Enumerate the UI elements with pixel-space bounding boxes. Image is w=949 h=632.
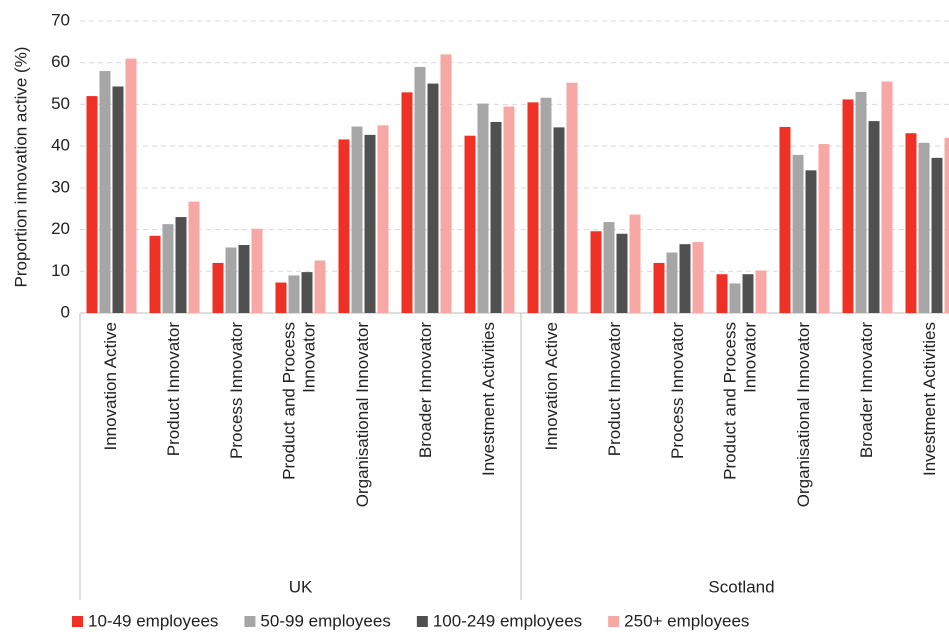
y-axis-title: Proportion innovation active (%): [11, 47, 30, 288]
bar: [477, 103, 489, 313]
bar: [175, 217, 187, 313]
legend-label: 10-49 employees: [88, 611, 218, 630]
legend-swatch: [416, 616, 428, 627]
x-tick-label: Investment Activities: [479, 322, 498, 476]
bar: [716, 274, 728, 313]
bar: [603, 222, 615, 313]
bar: [792, 154, 804, 313]
bar: [338, 139, 350, 313]
bar: [679, 244, 691, 313]
x-tick-label: Process Innovator: [227, 322, 246, 459]
bar: [238, 245, 250, 313]
bar: [931, 157, 943, 313]
bar: [188, 201, 200, 313]
bar: [125, 58, 137, 313]
group-label: Scotland: [708, 577, 774, 596]
x-tick-label: Product and ProcessInnovator: [280, 322, 319, 480]
bar: [868, 121, 880, 313]
bar: [503, 106, 515, 313]
y-tick-label: 50: [51, 94, 70, 113]
bar: [805, 170, 817, 313]
bar: [755, 270, 767, 313]
bar: [616, 233, 628, 313]
y-tick-label: 0: [61, 302, 70, 321]
bar: [427, 83, 439, 313]
bar: [99, 71, 111, 313]
x-tick-label: Process Innovator: [668, 322, 687, 459]
bar: [818, 144, 830, 313]
bar: [414, 66, 426, 313]
bar: [944, 137, 949, 313]
x-tick-label: Product Innovator: [605, 322, 624, 457]
legend-label: 250+ employees: [624, 611, 749, 630]
bar: [401, 92, 413, 314]
bar: [666, 252, 678, 313]
bar: [540, 97, 552, 313]
y-tick-label: 70: [51, 10, 70, 29]
x-tick-label: Organisational Innovator: [794, 322, 813, 508]
y-tick-label: 20: [51, 219, 70, 238]
bar: [590, 231, 602, 313]
bar: [162, 224, 174, 313]
bar: [314, 260, 326, 313]
bar: [212, 262, 224, 313]
bar: [881, 81, 893, 313]
bar: [301, 272, 313, 313]
bar: [364, 134, 376, 313]
y-tick-label: 60: [51, 52, 70, 71]
x-tick-label: Innovation Active: [542, 322, 561, 451]
bar: [225, 247, 237, 313]
legend-swatch: [72, 616, 83, 627]
bar: [351, 126, 363, 313]
bar: [527, 102, 539, 313]
bar: [251, 228, 263, 313]
bar: [918, 142, 930, 313]
x-tick-label: Organisational Innovator: [353, 322, 372, 508]
x-tick-label: Investment Activities: [920, 322, 939, 476]
legend-swatch: [608, 616, 620, 627]
bar: [149, 235, 161, 313]
x-tick-label: Product and ProcessInnovator: [721, 322, 760, 480]
bar: [464, 135, 476, 313]
y-tick-label: 10: [51, 261, 70, 280]
group-label: UK: [289, 577, 313, 596]
bar: [275, 282, 287, 313]
bar: [112, 86, 124, 314]
bar: [440, 54, 452, 313]
legend-swatch: [244, 616, 256, 627]
y-tick-label: 40: [51, 136, 70, 155]
bar: [653, 262, 665, 313]
bar: [490, 121, 502, 313]
legend-label: 50-99 employees: [260, 611, 390, 630]
y-tick-label: 30: [51, 177, 70, 196]
bar: [779, 126, 791, 313]
x-tick-label: Product Innovator: [164, 322, 183, 457]
bar: [377, 125, 389, 314]
bar: [566, 82, 578, 313]
bar: [692, 242, 704, 313]
x-tick-label: Innovation Active: [101, 322, 120, 451]
bar: [905, 133, 917, 313]
x-tick-label: Broader Innovator: [416, 322, 435, 458]
bar: [86, 96, 98, 313]
bar: [842, 99, 854, 314]
bar: [553, 127, 565, 313]
bar: [729, 283, 741, 313]
bar: [855, 91, 867, 314]
x-tick-label: Broader Innovator: [857, 322, 876, 458]
bar: [629, 214, 641, 313]
bar: [288, 275, 300, 313]
bar: [742, 274, 754, 313]
legend-label: 100-249 employees: [433, 611, 582, 630]
